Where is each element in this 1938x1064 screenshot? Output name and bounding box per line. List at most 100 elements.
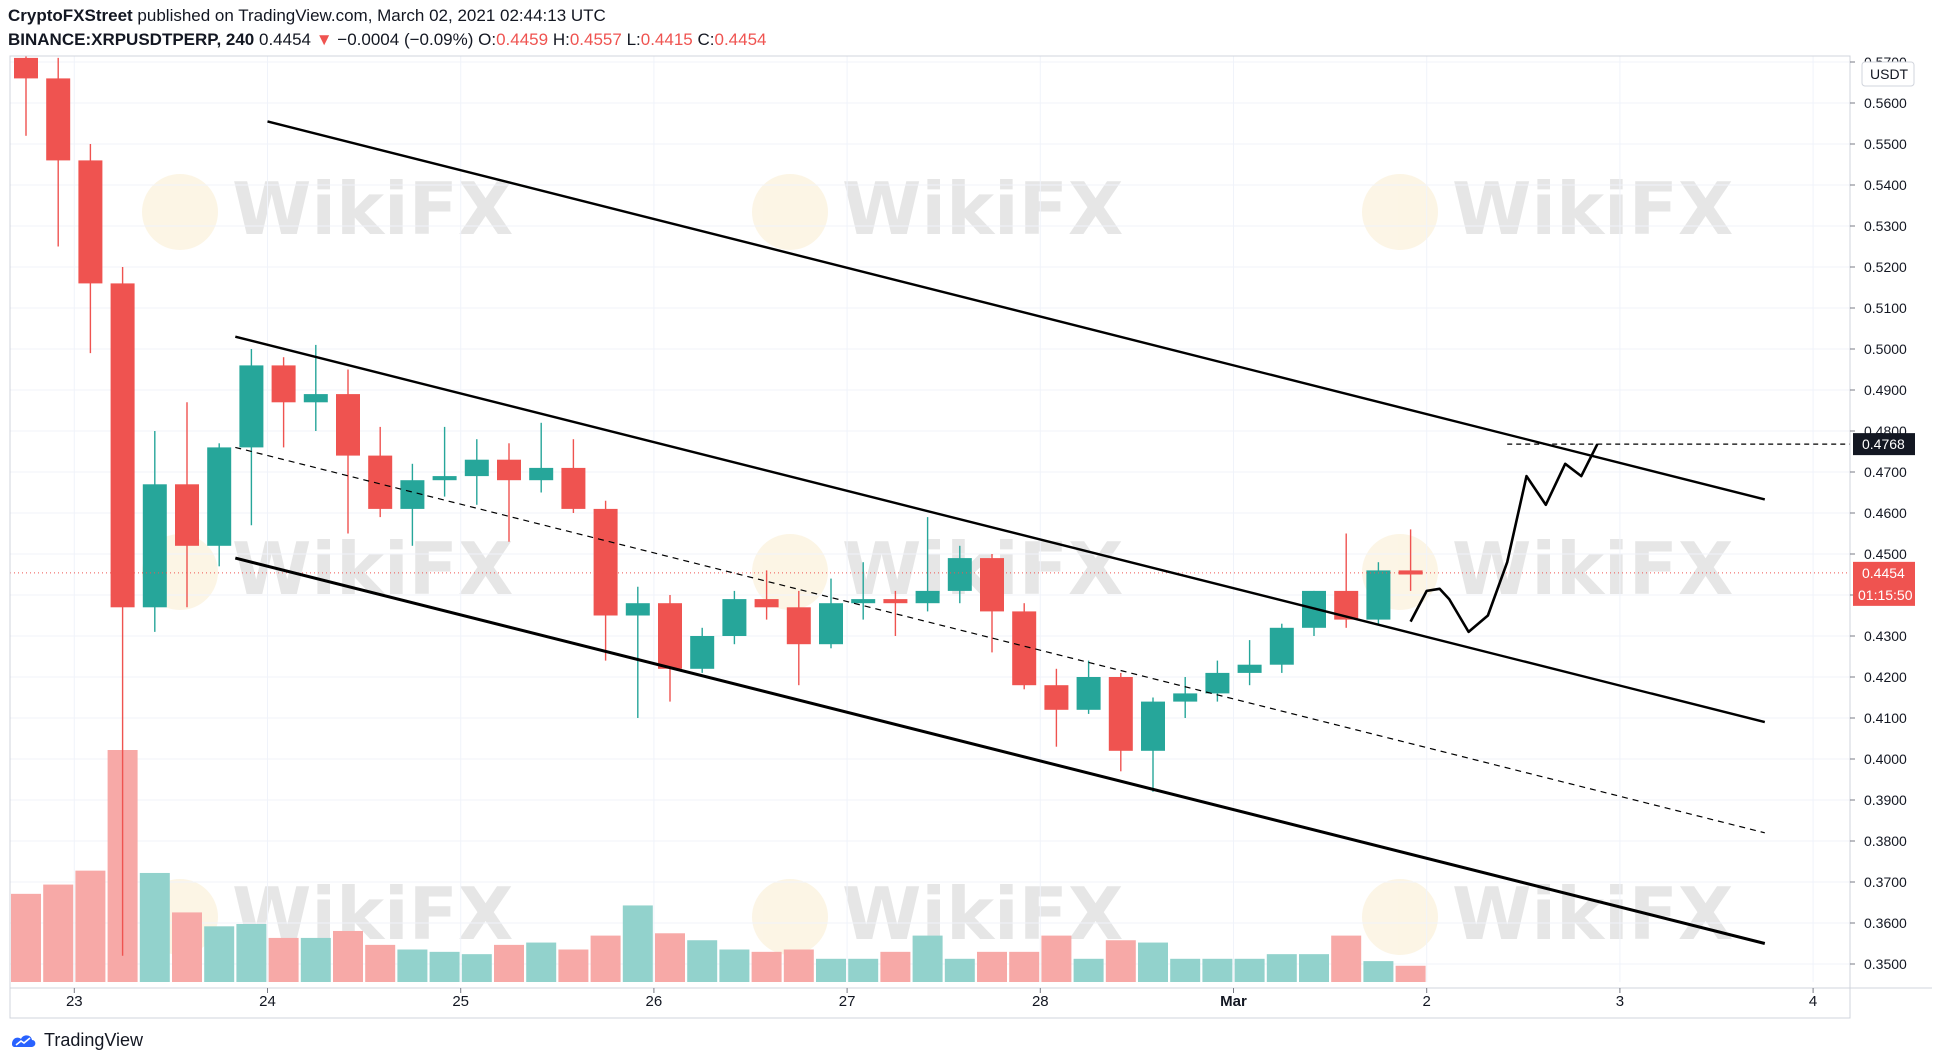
candle[interactable] [1076,660,1101,714]
candle[interactable] [786,590,811,686]
candle[interactable] [207,443,232,567]
candle[interactable] [368,426,393,518]
candle[interactable] [1141,697,1165,792]
candle-body[interactable] [529,467,554,481]
candle-body[interactable] [1205,672,1230,694]
volume-bar[interactable] [1266,954,1297,982]
candle-body[interactable] [110,283,135,608]
candle[interactable] [142,431,167,632]
candle-body[interactable] [464,459,489,477]
candle[interactable] [593,500,618,661]
volume-bar[interactable] [687,940,718,982]
candle[interactable] [561,439,586,513]
candle[interactable] [625,586,650,718]
candle-body[interactable] [336,394,360,456]
candle[interactable] [1237,640,1262,686]
volume-bar[interactable] [461,954,492,982]
candle-body[interactable] [46,78,71,161]
unit-label-box[interactable] [1861,61,1915,87]
candle-body[interactable] [980,558,1004,612]
candle[interactable] [400,463,425,546]
volume-bar[interactable] [1299,954,1329,982]
candle-body[interactable] [1044,685,1069,710]
volume-bar[interactable] [204,926,235,982]
candle-body[interactable] [786,607,811,645]
candle[interactable] [658,595,682,702]
target-price-badge[interactable] [1853,433,1915,456]
candle-body[interactable] [1141,701,1165,751]
volume-bar[interactable] [172,912,202,982]
volume-bar[interactable] [526,942,557,982]
volume-bar[interactable] [1041,935,1072,982]
candle-body[interactable] [947,558,972,591]
candle[interactable] [239,349,264,526]
volume-bar[interactable] [880,951,911,982]
candle[interactable] [14,56,38,136]
candle-body[interactable] [1269,627,1294,665]
tradingview-footer[interactable]: TradingView [10,1030,143,1051]
volume-bar[interactable] [977,951,1007,982]
volume-bar[interactable] [1009,951,1040,982]
current-price-badge[interactable] [1853,561,1915,606]
candle[interactable] [432,426,457,497]
candle[interactable] [1269,623,1294,673]
candle-body[interactable] [625,603,650,616]
candle-body[interactable] [1173,693,1198,702]
candle-body[interactable] [754,599,779,608]
candle[interactable] [1366,562,1391,624]
candle[interactable] [915,517,940,612]
volume-bar[interactable] [751,951,782,982]
candle-body[interactable] [1076,677,1101,710]
candle-body[interactable] [690,636,715,669]
candle[interactable] [46,57,71,247]
candle-body[interactable] [175,484,199,546]
candle-body[interactable] [303,394,328,403]
drawings-layer[interactable] [10,120,1850,945]
symbol-label[interactable]: BINANCE:XRPUSDTPERP, 240 [8,30,255,49]
candle-body[interactable] [819,603,843,645]
lower-channel-line[interactable] [234,556,1766,945]
candle[interactable] [1173,677,1198,718]
volume-bar[interactable] [11,893,41,982]
volume-bar[interactable] [75,870,106,982]
volume-bar[interactable] [1138,942,1168,982]
candle[interactable] [1012,603,1037,690]
candle-body[interactable] [1366,570,1391,620]
projection-path[interactable] [1409,443,1599,634]
candle[interactable] [980,554,1004,653]
candle[interactable] [529,422,554,493]
volume-bar[interactable] [1073,958,1104,982]
volume-bar[interactable] [1170,958,1201,982]
candle[interactable] [303,344,328,431]
candle-body[interactable] [368,455,393,509]
volume-bar[interactable] [1202,958,1233,982]
volume-bar[interactable] [944,958,975,982]
candle[interactable] [851,562,876,620]
volume-bar[interactable] [1363,961,1394,982]
candle[interactable] [464,439,489,505]
candle[interactable] [883,590,908,636]
middle-dashed-line[interactable] [235,446,1765,834]
candle-body[interactable] [1012,611,1037,686]
volume-bar[interactable] [333,930,363,982]
volume-bar[interactable] [558,949,589,982]
volume-bar[interactable] [719,949,750,982]
volume-bar[interactable] [783,949,814,982]
candle[interactable] [947,545,972,604]
volume-bar[interactable] [1395,965,1426,982]
candle-body[interactable] [1237,664,1262,673]
candle-body[interactable] [1108,677,1133,751]
volume-bar[interactable] [494,944,524,982]
volume-bar[interactable] [268,937,299,982]
volume-bar[interactable] [429,951,460,982]
candle[interactable] [754,570,779,620]
volume-bar[interactable] [1331,935,1362,982]
candle-body[interactable] [239,365,264,448]
candle-body[interactable] [432,476,457,481]
candles-layer[interactable] [14,56,1423,956]
volume-bar[interactable] [365,944,396,982]
candle-body[interactable] [658,603,682,669]
candle[interactable] [1302,590,1326,636]
candle-body[interactable] [722,599,747,636]
